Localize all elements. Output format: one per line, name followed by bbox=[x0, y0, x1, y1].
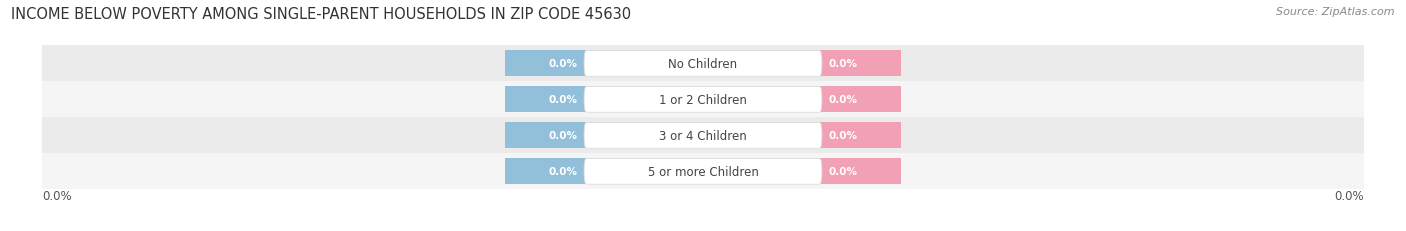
Bar bbox=[703, 87, 901, 113]
Text: 0.0%: 0.0% bbox=[548, 131, 578, 141]
Bar bbox=[703, 159, 901, 184]
Text: 0.0%: 0.0% bbox=[828, 59, 858, 69]
FancyBboxPatch shape bbox=[583, 87, 823, 113]
Bar bbox=[42, 82, 1364, 118]
Bar bbox=[505, 87, 703, 113]
Text: 5 or more Children: 5 or more Children bbox=[648, 165, 758, 178]
FancyBboxPatch shape bbox=[583, 159, 823, 184]
Text: Source: ZipAtlas.com: Source: ZipAtlas.com bbox=[1277, 7, 1395, 17]
Text: 0.0%: 0.0% bbox=[548, 167, 578, 176]
FancyBboxPatch shape bbox=[583, 123, 823, 149]
Text: 0.0%: 0.0% bbox=[42, 189, 72, 202]
Bar bbox=[505, 159, 703, 184]
Text: 0.0%: 0.0% bbox=[828, 131, 858, 141]
Text: 0.0%: 0.0% bbox=[828, 167, 858, 176]
Text: 0.0%: 0.0% bbox=[548, 95, 578, 105]
Bar bbox=[703, 123, 901, 149]
Text: 0.0%: 0.0% bbox=[828, 95, 858, 105]
Text: 0.0%: 0.0% bbox=[548, 59, 578, 69]
FancyBboxPatch shape bbox=[583, 51, 823, 77]
Text: No Children: No Children bbox=[668, 58, 738, 71]
Bar bbox=[42, 118, 1364, 154]
Bar bbox=[703, 51, 901, 77]
Text: 0.0%: 0.0% bbox=[1334, 189, 1364, 202]
Bar bbox=[42, 154, 1364, 189]
Bar bbox=[505, 51, 703, 77]
Text: INCOME BELOW POVERTY AMONG SINGLE-PARENT HOUSEHOLDS IN ZIP CODE 45630: INCOME BELOW POVERTY AMONG SINGLE-PARENT… bbox=[11, 7, 631, 22]
Text: 3 or 4 Children: 3 or 4 Children bbox=[659, 129, 747, 142]
Bar bbox=[505, 123, 703, 149]
Text: 1 or 2 Children: 1 or 2 Children bbox=[659, 93, 747, 106]
Bar bbox=[42, 46, 1364, 82]
